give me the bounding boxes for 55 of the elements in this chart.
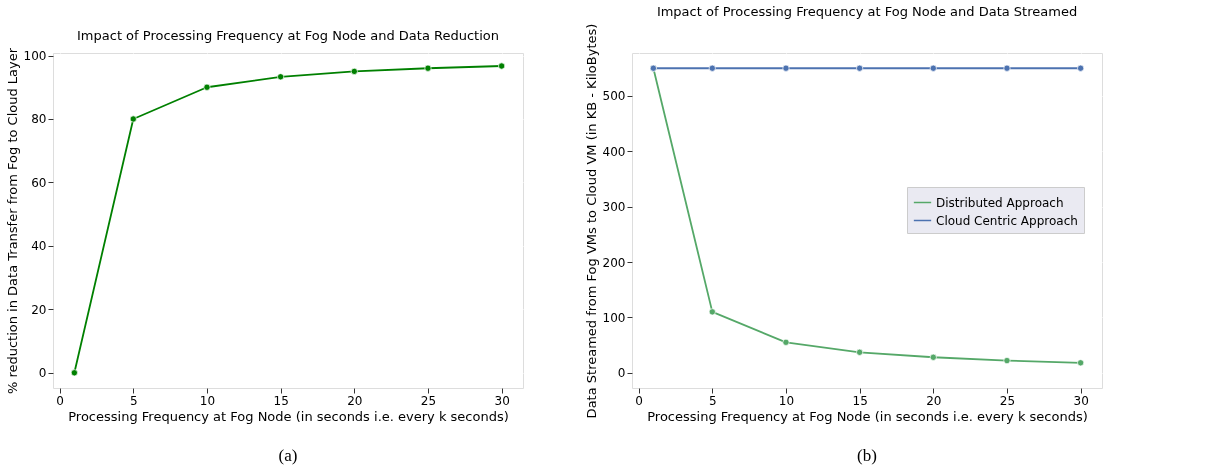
legend-label: Cloud Centric Approach [936, 213, 1078, 228]
y-tick-label: 60 [31, 175, 47, 190]
x-axis-title: Processing Frequency at Fog Node (in seconds i.e. every k seconds) [647, 408, 1088, 424]
text: (b) [857, 446, 877, 465]
x-tick-label: 0 [56, 393, 64, 408]
y-tick-label: 400 [602, 144, 626, 159]
legend-label: Distributed Approach [936, 195, 1064, 210]
point [1077, 64, 1085, 72]
x-tick-label: 15 [852, 393, 868, 408]
point [70, 369, 78, 377]
point [1003, 357, 1011, 365]
x-tick-label: 20 [347, 393, 363, 408]
chart-title: Impact of Processing Frequency at Fog Node and Data Streamed [656, 4, 1078, 20]
point [856, 348, 864, 356]
x-tick-label: 0 [635, 393, 643, 408]
text: (a) [278, 446, 298, 465]
y-tick-label: 80 [31, 112, 47, 127]
x-tick-label: 15 [273, 393, 289, 408]
x-tick-label: 5 [129, 393, 138, 408]
point [708, 64, 716, 72]
point [708, 308, 716, 316]
y-tick-label: 20 [31, 302, 47, 317]
point [203, 83, 211, 91]
x-tick-label: 25 [999, 393, 1016, 408]
chart-title: Impact of Processing Frequency at Fog Node and Data Reduction [77, 28, 499, 44]
x-tick-label: 30 [494, 393, 510, 408]
x-tick-label: 10 [778, 393, 795, 408]
y-tick-label: 100 [23, 49, 47, 64]
x-tick-label: 20 [926, 393, 942, 408]
point [498, 62, 506, 70]
y-tick-label: 0 [38, 366, 47, 381]
x-tick-label: 5 [708, 393, 717, 408]
point [424, 64, 432, 72]
point [782, 64, 790, 72]
y-tick-label: 500 [602, 89, 626, 104]
point [350, 67, 358, 75]
point [929, 64, 937, 72]
y-tick-label: 200 [602, 255, 626, 270]
point [129, 115, 137, 123]
point [1003, 64, 1011, 72]
x-tick-label: 25 [420, 393, 437, 408]
y-tick-label: 0 [617, 366, 626, 381]
y-tick-label: 300 [602, 200, 626, 215]
y-tick-label: 100 [602, 310, 626, 325]
y-axis-title: Data Streamed from Fog VMs to Cloud VM (in KB - KiloBytes) [583, 23, 599, 419]
point [277, 73, 285, 81]
y-tick-label: 40 [31, 239, 47, 254]
point [856, 64, 864, 72]
point [782, 338, 790, 346]
y-axis-title: % reduction in Data Transfer from Fog to Cloud Layer [4, 47, 20, 395]
x-tick-label: 10 [199, 393, 216, 408]
point [929, 353, 937, 361]
point [1077, 359, 1085, 367]
x-tick-label: 30 [1073, 393, 1089, 408]
x-axis-title: Processing Frequency at Fog Node (in seconds i.e. every k seconds) [68, 408, 509, 424]
